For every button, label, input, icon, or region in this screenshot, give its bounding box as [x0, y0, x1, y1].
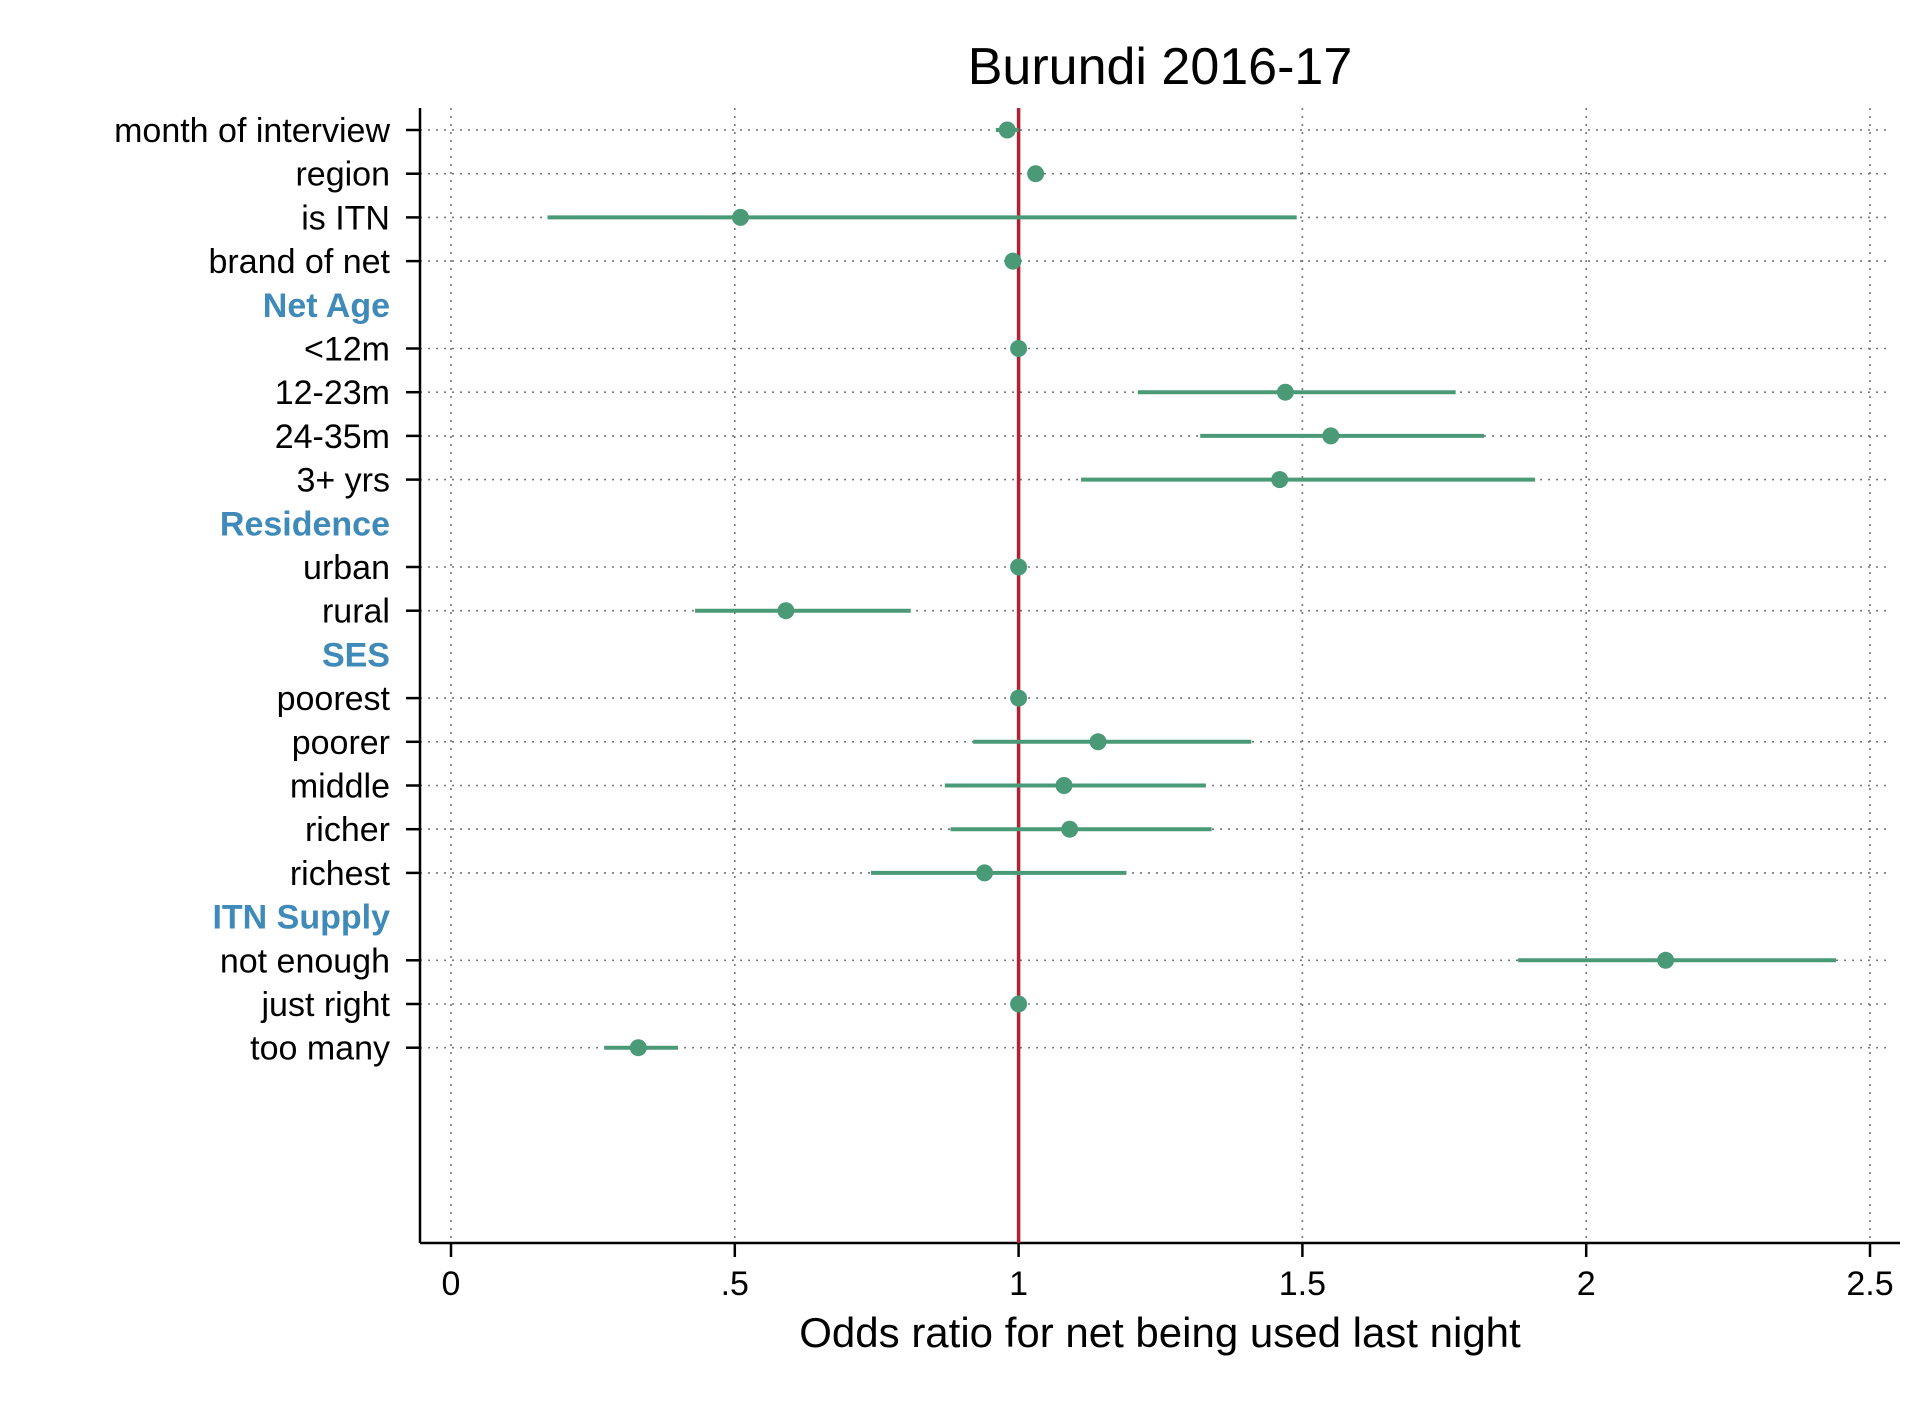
row-label: middle — [290, 768, 390, 806]
group-header-label: ITN Supply — [212, 899, 390, 937]
row-label: urban — [303, 549, 390, 587]
marks-layer — [547, 121, 1836, 1057]
row-label: month of interview — [114, 112, 390, 150]
row-label: poorer — [292, 724, 390, 762]
x-tick-label: 1.5 — [1279, 1265, 1326, 1303]
grid-layer — [420, 108, 1890, 1243]
odds-ratio-point — [629, 1039, 647, 1057]
odds-ratio-point — [1271, 471, 1289, 489]
x-axis-label: Odds ratio for net being used last night — [799, 1309, 1521, 1356]
x-tick-label: 2 — [1577, 1265, 1596, 1303]
odds-ratio-point — [731, 208, 749, 226]
row-label: <12m — [304, 331, 390, 369]
odds-ratio-point — [777, 602, 795, 620]
odds-ratio-point — [1010, 995, 1028, 1013]
chart-title: Burundi 2016-17 — [968, 38, 1353, 96]
x-tick-label: 1 — [1009, 1265, 1028, 1303]
row-label: 12-23m — [275, 374, 390, 412]
x-tick-label: .5 — [721, 1265, 749, 1303]
row-label: 24-35m — [275, 418, 390, 456]
row-label: 3+ yrs — [296, 462, 390, 500]
group-header-label: SES — [322, 636, 390, 674]
row-label: richest — [290, 855, 391, 893]
row-label: richer — [305, 811, 390, 849]
row-label-layer: month of interview region is ITN brand of n… — [114, 112, 390, 1068]
odds-ratio-point — [1027, 165, 1045, 183]
row-label: is ITN — [301, 199, 390, 237]
row-label: poorest — [277, 680, 391, 718]
odds-ratio-point — [976, 864, 994, 882]
odds-ratio-point — [1276, 383, 1294, 401]
odds-ratio-point — [1010, 558, 1028, 576]
odds-ratio-point — [1010, 689, 1028, 707]
odds-ratio-point — [1010, 340, 1028, 357]
row-label: brand of net — [209, 243, 391, 281]
row-label: rural — [322, 593, 390, 631]
odds-ratio-point — [998, 121, 1016, 139]
x-tick-label: 0 — [442, 1265, 461, 1303]
odds-ratio-point — [1061, 820, 1079, 838]
group-header-label: Residence — [220, 505, 390, 543]
odds-ratio-point — [1055, 777, 1073, 794]
odds-ratio-point — [1322, 427, 1340, 445]
odds-ratio-point — [1657, 951, 1675, 969]
group-header-label: Net Age — [263, 287, 390, 325]
axis-layer: 0 .5 1 1.5 2 2.5 — [406, 108, 1900, 1303]
row-label: not enough — [220, 942, 390, 980]
odds-ratio-point — [1089, 733, 1107, 751]
odds-ratio-point — [1004, 252, 1022, 270]
x-tick-label: 2.5 — [1846, 1265, 1893, 1303]
row-label: too many — [250, 1030, 390, 1068]
row-label: region — [295, 156, 390, 194]
row-label: just right — [261, 986, 391, 1024]
